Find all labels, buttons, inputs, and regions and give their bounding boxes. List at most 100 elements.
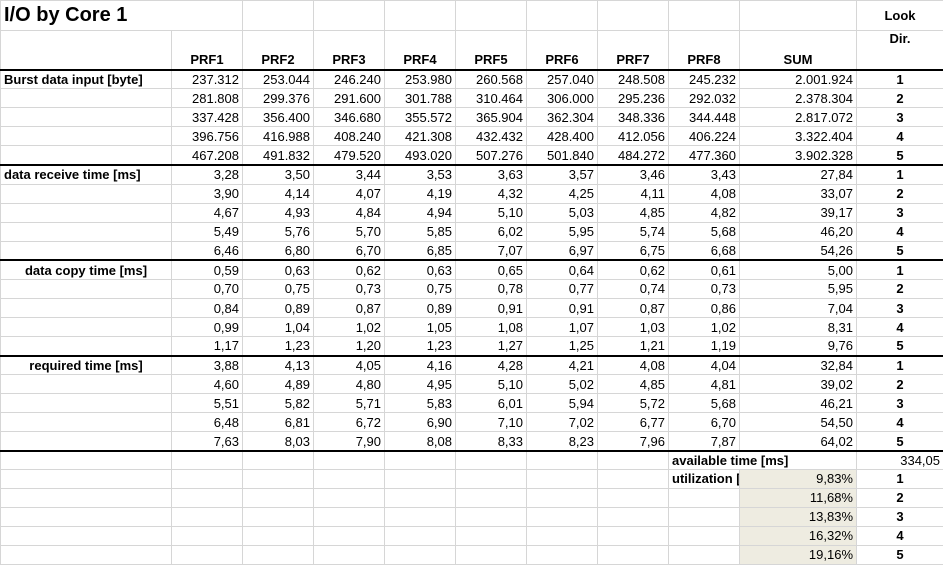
sum-cell[interactable]: 64,02 — [739, 431, 857, 452]
value-cell[interactable]: 7,87 — [668, 431, 740, 452]
value-cell[interactable]: 4,25 — [526, 183, 598, 204]
value-cell[interactable]: 8,03 — [242, 431, 314, 452]
sum-cell[interactable]: 5,95 — [739, 278, 857, 299]
value-cell[interactable]: 245.232 — [668, 68, 740, 90]
value-cell[interactable]: 6,85 — [384, 240, 456, 261]
empty-cell[interactable] — [171, 487, 243, 508]
value-cell[interactable]: 4,80 — [313, 374, 385, 395]
empty-cell[interactable] — [0, 393, 172, 414]
empty-cell[interactable] — [171, 525, 243, 546]
empty-cell[interactable] — [242, 487, 314, 508]
empty-cell[interactable] — [597, 487, 669, 508]
empty-cell[interactable] — [313, 544, 385, 565]
value-cell[interactable]: 0,99 — [171, 317, 243, 338]
value-cell[interactable]: 5,70 — [313, 221, 385, 242]
value-cell[interactable]: 0,62 — [313, 259, 385, 280]
value-cell[interactable]: 6,46 — [171, 240, 243, 261]
value-cell[interactable]: 0,87 — [313, 297, 385, 319]
value-cell[interactable]: 6,01 — [455, 393, 527, 414]
empty-cell[interactable] — [739, 0, 857, 32]
value-cell[interactable]: 253.044 — [242, 68, 314, 90]
value-cell[interactable]: 237.312 — [171, 68, 243, 90]
value-cell[interactable]: 292.032 — [668, 88, 740, 109]
sum-cell[interactable]: 8,31 — [739, 317, 857, 338]
value-cell[interactable]: 295.236 — [597, 88, 669, 109]
value-cell[interactable]: 4,19 — [384, 183, 456, 204]
empty-cell[interactable] — [0, 221, 172, 242]
value-cell[interactable]: 7,10 — [455, 412, 527, 433]
empty-cell[interactable] — [455, 0, 527, 32]
value-cell[interactable]: 408.240 — [313, 126, 385, 147]
empty-cell[interactable] — [384, 0, 456, 32]
empty-cell[interactable] — [455, 506, 527, 527]
value-cell[interactable]: 5,72 — [597, 393, 669, 414]
value-cell[interactable]: 4,16 — [384, 354, 456, 376]
empty-cell[interactable] — [597, 0, 669, 32]
empty-cell[interactable] — [0, 431, 172, 452]
sum-cell[interactable]: 2.378.304 — [739, 88, 857, 109]
value-cell[interactable]: 7,07 — [455, 240, 527, 261]
value-cell[interactable]: 0,89 — [384, 297, 456, 319]
value-cell[interactable]: 1,07 — [526, 317, 598, 338]
value-cell[interactable]: 0,74 — [597, 278, 669, 299]
value-cell[interactable]: 3,63 — [455, 164, 527, 185]
value-cell[interactable]: 1,02 — [668, 317, 740, 338]
value-cell[interactable]: 467.208 — [171, 145, 243, 166]
value-cell[interactable]: 4,05 — [313, 354, 385, 376]
value-cell[interactable]: 3,88 — [171, 354, 243, 376]
empty-cell[interactable] — [526, 506, 598, 527]
value-cell[interactable]: 4,84 — [313, 202, 385, 223]
value-cell[interactable]: 412.056 — [597, 126, 669, 147]
empty-cell[interactable] — [0, 297, 172, 319]
value-cell[interactable]: 7,63 — [171, 431, 243, 452]
utilization-value[interactable]: 16,32% — [739, 525, 857, 546]
value-cell[interactable]: 501.840 — [526, 145, 598, 166]
value-cell[interactable]: 3,90 — [171, 183, 243, 204]
value-cell[interactable]: 1,02 — [313, 317, 385, 338]
value-cell[interactable]: 346.680 — [313, 107, 385, 128]
empty-cell[interactable] — [597, 449, 669, 470]
value-cell[interactable]: 310.464 — [455, 88, 527, 109]
value-cell[interactable]: 8,08 — [384, 431, 456, 452]
empty-cell[interactable] — [384, 506, 456, 527]
value-cell[interactable]: 0,86 — [668, 297, 740, 319]
value-cell[interactable]: 337.428 — [171, 107, 243, 128]
empty-cell[interactable] — [0, 88, 172, 109]
empty-cell[interactable] — [384, 449, 456, 470]
value-cell[interactable]: 344.448 — [668, 107, 740, 128]
value-cell[interactable]: 6,90 — [384, 412, 456, 433]
value-cell[interactable]: 0,73 — [668, 278, 740, 299]
value-cell[interactable]: 0,64 — [526, 259, 598, 280]
value-cell[interactable]: 4,85 — [597, 374, 669, 395]
empty-cell[interactable] — [0, 240, 172, 261]
value-cell[interactable]: 257.040 — [526, 68, 598, 90]
value-cell[interactable]: 5,03 — [526, 202, 598, 223]
empty-cell[interactable] — [668, 544, 740, 565]
value-cell[interactable]: 4,21 — [526, 354, 598, 376]
empty-cell[interactable] — [668, 525, 740, 546]
value-cell[interactable]: 477.360 — [668, 145, 740, 166]
value-cell[interactable]: 6,70 — [668, 412, 740, 433]
value-cell[interactable]: 5,94 — [526, 393, 598, 414]
value-cell[interactable]: 299.376 — [242, 88, 314, 109]
value-cell[interactable]: 428.400 — [526, 126, 598, 147]
value-cell[interactable]: 253.980 — [384, 68, 456, 90]
value-cell[interactable]: 355.572 — [384, 107, 456, 128]
empty-cell[interactable] — [597, 468, 669, 489]
value-cell[interactable]: 6,81 — [242, 412, 314, 433]
value-cell[interactable]: 4,85 — [597, 202, 669, 223]
empty-cell[interactable] — [455, 544, 527, 565]
value-cell[interactable]: 356.400 — [242, 107, 314, 128]
value-cell[interactable]: 4,08 — [668, 183, 740, 204]
value-cell[interactable]: 4,14 — [242, 183, 314, 204]
empty-cell[interactable] — [0, 525, 172, 546]
value-cell[interactable]: 291.600 — [313, 88, 385, 109]
empty-cell[interactable] — [242, 468, 314, 489]
sum-cell[interactable]: 2.817.072 — [739, 107, 857, 128]
value-cell[interactable]: 7,02 — [526, 412, 598, 433]
value-cell[interactable]: 4,32 — [455, 183, 527, 204]
sum-cell[interactable]: 7,04 — [739, 297, 857, 319]
value-cell[interactable]: 0,87 — [597, 297, 669, 319]
value-cell[interactable]: 4,81 — [668, 374, 740, 395]
value-cell[interactable]: 260.568 — [455, 68, 527, 90]
